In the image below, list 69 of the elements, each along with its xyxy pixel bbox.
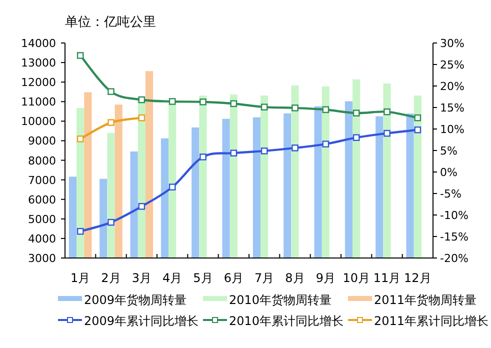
y-tick-label: 9000 <box>28 134 56 148</box>
point <box>138 203 146 210</box>
point <box>168 184 176 190</box>
y2-tick-label: 30% <box>440 37 464 50</box>
point <box>384 130 390 137</box>
point <box>168 98 176 105</box>
point <box>230 150 238 156</box>
legend-label: 2011年货物周转量 <box>374 293 477 307</box>
y-tick-label: 10000 <box>21 115 56 128</box>
point <box>138 114 146 122</box>
x-tick-label: 9月 <box>316 271 336 285</box>
point <box>292 144 298 152</box>
x-tick-label: 10月 <box>342 271 370 285</box>
x-tick-label: 6月 <box>224 271 244 285</box>
point <box>200 154 206 160</box>
point <box>108 88 114 95</box>
legend-label: 2010年累计同比增长 <box>229 314 344 328</box>
point <box>260 148 268 154</box>
y2-tick-label: 10% <box>440 123 464 136</box>
x-tick-label: 8月 <box>285 271 305 285</box>
y2-tick-label: -15% <box>440 230 468 244</box>
point <box>322 140 330 148</box>
point <box>108 119 114 126</box>
y2-tick-label: 25% <box>440 58 464 72</box>
point <box>414 114 422 122</box>
y-tick-label: 11000 <box>21 96 56 109</box>
y-tick-label: 14000 <box>21 37 56 50</box>
point <box>76 228 84 235</box>
point <box>322 106 330 114</box>
x-tick-label: 2月 <box>101 271 121 285</box>
point <box>230 100 238 108</box>
y-tick-label: 8000 <box>28 154 56 168</box>
y2-tick-label: -10% <box>440 209 468 222</box>
point <box>352 134 360 141</box>
x-tick-label: 3月 <box>132 271 152 285</box>
point <box>352 110 360 116</box>
y2-tick-label: -20% <box>440 252 468 265</box>
legend-label: 2009年货物周转量 <box>84 293 187 307</box>
x-tick-label: 7月 <box>254 271 274 285</box>
point <box>384 108 390 116</box>
y-tick-label: 6000 <box>28 193 56 206</box>
y2-tick-label: 15% <box>440 102 464 114</box>
point <box>292 104 298 112</box>
point <box>414 126 422 134</box>
y2-tick-label: 0% <box>440 166 458 179</box>
x-tick-label: 5月 <box>193 271 213 285</box>
y-tick-label: 12000 <box>21 76 56 90</box>
x-tick-label: 1月 <box>70 271 90 285</box>
y2-tick-label: 20% <box>440 80 464 93</box>
point <box>138 96 146 104</box>
y-tick-label: 13000 <box>21 56 56 70</box>
legend-label: 2010年货物周转量 <box>229 293 332 307</box>
y-tick-label: 3000 <box>28 252 56 265</box>
x-tick-label: 12月 <box>404 271 432 285</box>
y2-tick-label: 5% <box>440 144 458 158</box>
y-tick-label: 7000 <box>28 174 56 187</box>
legend-label: 2009年累计同比增长 <box>84 314 199 328</box>
point <box>76 52 84 59</box>
chart-title: 单位：亿吨公里 <box>65 15 156 30</box>
point <box>200 98 206 106</box>
x-tick-label: 4月 <box>162 271 182 285</box>
y2-tick-label: -5% <box>440 188 462 200</box>
point <box>108 218 114 226</box>
x-tick-label: 11月 <box>373 271 401 285</box>
legend-label: 2011年累计同比增长 <box>374 314 489 328</box>
point <box>76 135 84 142</box>
y-tick-label: 5000 <box>28 212 56 226</box>
y-tick-label: 4000 <box>28 232 56 246</box>
point <box>260 104 268 110</box>
